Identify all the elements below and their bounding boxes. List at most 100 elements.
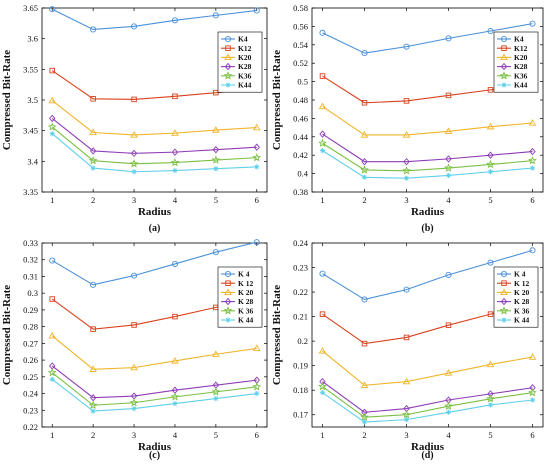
series-5 xyxy=(47,368,262,409)
series-6 xyxy=(319,148,536,181)
legend-marker-square xyxy=(225,280,231,286)
data-point-triangle xyxy=(486,122,495,130)
legend-entry-label: K 44 xyxy=(238,316,253,325)
data-point-circle xyxy=(49,6,56,13)
data-point-asterisk xyxy=(49,376,55,382)
y-tick-label: 0.29 xyxy=(23,305,38,315)
legend-entry-label: K 28 xyxy=(238,297,253,306)
series-5 xyxy=(318,381,537,421)
legend-marker-triangle xyxy=(224,53,232,61)
data-point-asterisk xyxy=(529,397,536,403)
y-tick-label: 3.4 xyxy=(27,156,38,166)
x-tick-label: 3 xyxy=(404,195,408,205)
y-tick-label: 0.25 xyxy=(23,372,38,382)
data-point-star xyxy=(47,122,57,131)
data-point-triangle xyxy=(212,350,220,357)
y-tick-label: 0.46 xyxy=(293,113,308,123)
series-3 xyxy=(48,331,261,372)
series-line xyxy=(322,23,533,54)
data-point-triangle xyxy=(360,381,369,388)
series-line xyxy=(322,392,533,423)
x-tick-label: 5 xyxy=(488,430,492,440)
data-point-triangle xyxy=(252,344,261,352)
data-point-circle xyxy=(403,43,410,50)
x-tick-label: 1 xyxy=(320,195,324,205)
series-5 xyxy=(47,122,262,168)
series-3 xyxy=(48,96,261,138)
data-point-asterisk xyxy=(172,167,178,174)
x-tick-label: 2 xyxy=(362,195,366,205)
data-point-triangle xyxy=(360,131,369,138)
y-tick-label: 3.55 xyxy=(23,64,38,74)
data-point-square xyxy=(487,87,494,93)
chart-panel-2: 1 2 3 4 5 6 0.38 0.4 0.42 0.44 0.46 0.48 0.5 0.52 0.54… xyxy=(271,3,544,234)
data-point-diamond xyxy=(212,145,220,154)
y-tick-label: 0.54 xyxy=(293,40,309,50)
legend-marker-diamond xyxy=(224,297,232,306)
data-point-star xyxy=(318,381,327,391)
legend-entry-label: K 4 xyxy=(514,270,526,279)
series-1 xyxy=(49,239,260,288)
data-point-asterisk xyxy=(213,395,219,402)
y-axis-label: Compressed Bit-Rate xyxy=(271,50,283,150)
data-point-triangle xyxy=(318,102,327,110)
y-tick-label: 0.48 xyxy=(293,95,308,105)
legend-marker-triangle xyxy=(224,288,232,296)
series-1 xyxy=(319,247,536,303)
x-tick-label: 6 xyxy=(530,195,534,205)
data-point-diamond xyxy=(171,148,179,156)
data-point-circle xyxy=(529,20,536,27)
panel-label: (c) xyxy=(149,450,160,461)
data-point-star xyxy=(318,138,327,147)
data-point-asterisk xyxy=(319,390,326,396)
data-point-diamond xyxy=(49,114,56,123)
data-point-asterisk xyxy=(529,165,536,171)
data-point-star xyxy=(444,163,453,172)
x-axis-label: Radius xyxy=(411,441,445,453)
x-tick-label: 5 xyxy=(214,195,218,205)
legend-marker-circle xyxy=(500,270,508,278)
data-point-diamond xyxy=(361,408,368,416)
data-point-triangle xyxy=(444,369,453,376)
data-point-circle xyxy=(253,7,260,14)
legend-entry-label: K 28 xyxy=(514,297,529,306)
legend-marker-square xyxy=(501,45,507,51)
data-point-diamond xyxy=(253,143,260,151)
legend-marker-star xyxy=(499,306,509,315)
x-tick-label: 1 xyxy=(320,430,324,440)
series-4 xyxy=(49,114,260,158)
y-tick-label: 0.3 xyxy=(27,288,38,298)
data-point-star xyxy=(486,159,495,169)
series-line xyxy=(322,142,533,172)
y-tick-label: 0.22 xyxy=(293,287,308,297)
y-tick-label: 0.38 xyxy=(293,187,308,197)
data-point-star xyxy=(528,388,537,397)
legend-box xyxy=(217,31,263,93)
data-point-star xyxy=(402,166,411,175)
plot-area-frame xyxy=(311,242,544,428)
x-tick-label: 2 xyxy=(91,430,95,440)
series-line xyxy=(322,150,533,179)
legend-marker-circle xyxy=(224,35,232,43)
x-axis-label: Radius xyxy=(138,206,172,218)
y-tick-label: 0.44 xyxy=(293,132,309,142)
data-point-star xyxy=(211,387,221,396)
data-point-diamond xyxy=(529,384,536,392)
data-point-circle xyxy=(90,26,97,33)
data-point-square xyxy=(403,98,410,104)
data-point-square xyxy=(319,311,326,317)
data-point-circle xyxy=(253,239,260,246)
legend-marker-diamond xyxy=(500,62,508,71)
series-3 xyxy=(318,347,537,388)
y-tick-label: 0.31 xyxy=(23,271,38,281)
y-axis-label: Compressed Bit-Rate xyxy=(1,285,13,385)
panel-label: (b) xyxy=(421,223,433,234)
legend-entry-label: K 44 xyxy=(514,316,529,325)
legend-marker-circle xyxy=(500,35,508,43)
data-point-triangle xyxy=(130,363,138,371)
x-tick-label: 6 xyxy=(530,430,534,440)
panel-label: (a) xyxy=(149,223,161,234)
legend-marker-triangle xyxy=(500,288,508,296)
series-line xyxy=(51,133,257,173)
y-axis-label: Compressed Bit-Rate xyxy=(271,285,283,385)
